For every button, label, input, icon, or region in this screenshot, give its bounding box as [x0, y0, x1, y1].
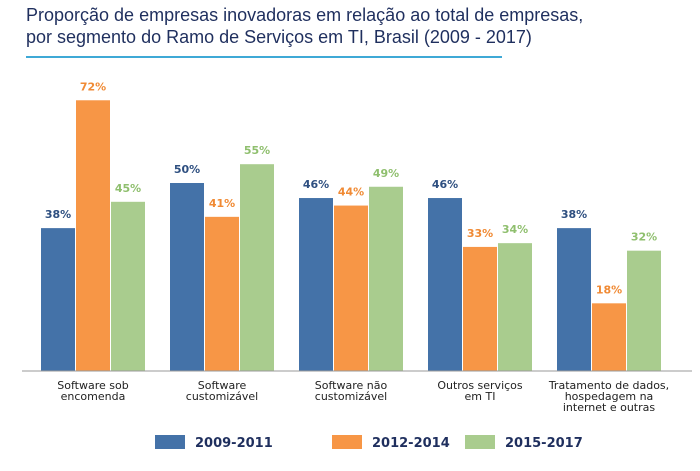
bar-4-2015-2017	[498, 243, 532, 371]
bar-3-2009-2011	[299, 198, 333, 371]
category-label-5: Tratamento de dados, hospedagem na interne…	[548, 379, 669, 414]
value-label-2-2012-2014: 41%	[209, 197, 235, 210]
chart-title: Proporção de empresas inovadoras em rela…	[26, 4, 583, 48]
bar-1-2015-2017	[111, 201, 145, 371]
category-label-3: Software não customizável	[315, 379, 388, 403]
category-label-2: Software customizável	[186, 379, 258, 403]
bar-5-2012-2014	[592, 303, 626, 371]
bar-5-2015-2017	[627, 250, 661, 371]
value-label-5-2009-2011: 38%	[561, 208, 587, 221]
value-label-5-2015-2017: 32%	[631, 231, 657, 244]
bar-4-2012-2014	[463, 246, 497, 371]
chart-title-line-1: Proporção de empresas inovadoras em rela…	[26, 5, 584, 25]
value-label-1-2009-2011: 38%	[45, 208, 71, 221]
title-underline	[26, 56, 502, 58]
bar-5-2009-2011	[557, 228, 591, 371]
legend: 2009-2011 2012-2014 2015-2017	[155, 435, 583, 451]
legend-swatch-2012-2014	[332, 435, 362, 449]
value-label-3-2012-2014: 44%	[338, 186, 364, 199]
value-label-1-2015-2017: 45%	[115, 182, 141, 195]
value-label-4-2012-2014: 33%	[467, 227, 493, 240]
bar-1-2012-2014	[76, 100, 110, 371]
category-labels: Software sob encomenda Software customizáve…	[57, 379, 669, 414]
bar-1-2009-2011	[41, 228, 75, 371]
category-label-4: Outros serviços em TI	[437, 379, 523, 403]
bar-3-2015-2017	[369, 186, 403, 371]
value-label-4-2015-2017: 34%	[502, 223, 528, 236]
chart-title-line-2: por segmento do Ramo de Serviços em TI, …	[26, 27, 532, 47]
bar-2-2015-2017	[240, 164, 274, 371]
category-label-1: Software sob encomenda	[57, 379, 128, 403]
value-label-4-2009-2011: 46%	[432, 178, 458, 191]
legend-label-2012-2014: 2012-2014	[372, 436, 450, 451]
bar-3-2012-2014	[334, 205, 368, 371]
legend-label-2015-2017: 2015-2017	[505, 436, 583, 451]
value-label-2-2015-2017: 55%	[244, 144, 270, 157]
value-label-2-2009-2011: 50%	[174, 163, 200, 176]
bar-2-2009-2011	[170, 183, 204, 371]
bars-layer	[41, 100, 661, 371]
value-label-3-2009-2011: 46%	[303, 178, 329, 191]
bar-4-2009-2011	[428, 198, 462, 371]
legend-swatch-2009-2011	[155, 435, 185, 449]
value-label-1-2012-2014: 72%	[80, 80, 106, 93]
legend-swatch-2015-2017	[465, 435, 495, 449]
legend-label-2009-2011: 2009-2011	[195, 436, 273, 451]
value-label-5-2012-2014: 18%	[596, 283, 622, 296]
value-label-3-2015-2017: 49%	[373, 167, 399, 180]
labels-layer: 38% 72% 45% 50% 41% 55% 46% 44% 49% 46% 33% 34% 38% 1…	[45, 80, 657, 296]
bar-2-2012-2014	[205, 216, 239, 371]
